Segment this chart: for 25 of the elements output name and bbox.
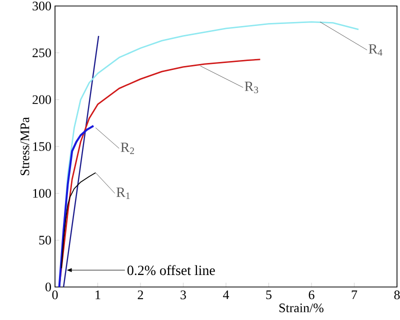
annotation: R$_{1}$: [116, 188, 130, 199]
x-tick-label: 5: [266, 290, 272, 300]
y-tick-label: 300: [32, 2, 51, 10]
annotation: R$_{4}$: [368, 44, 382, 56]
y-tick-label: 0: [46, 282, 51, 292]
x-tick-label: 4: [223, 290, 230, 300]
line-series: [58, 124, 94, 287]
annotation: R$_{3}$: [244, 82, 258, 94]
y-tick-label: 100: [33, 188, 51, 198]
y-tick-label: 250: [32, 48, 51, 58]
y-tick-label: 150: [33, 142, 51, 151]
y-tick-label: 50: [39, 236, 51, 245]
x-tick-label: 2: [138, 290, 144, 300]
x-tick-label: 8: [394, 290, 400, 300]
line-series: [60, 172, 96, 269]
y-axis-title: Stress/MPa: [20, 117, 30, 176]
x-tick-label: 0: [52, 290, 58, 300]
y-tick-label: 200: [32, 95, 51, 104]
x-tick-label: 3: [180, 290, 186, 300]
x-tick-label: 6: [308, 290, 314, 300]
x-tick-label: 1: [96, 290, 100, 300]
x-axis-title: Strain/%: [279, 304, 324, 312]
annotation: 0.2% offset line: [127, 265, 215, 276]
x-tick-label: 7: [352, 290, 358, 299]
annotation: R$_{2}$: [120, 142, 134, 154]
